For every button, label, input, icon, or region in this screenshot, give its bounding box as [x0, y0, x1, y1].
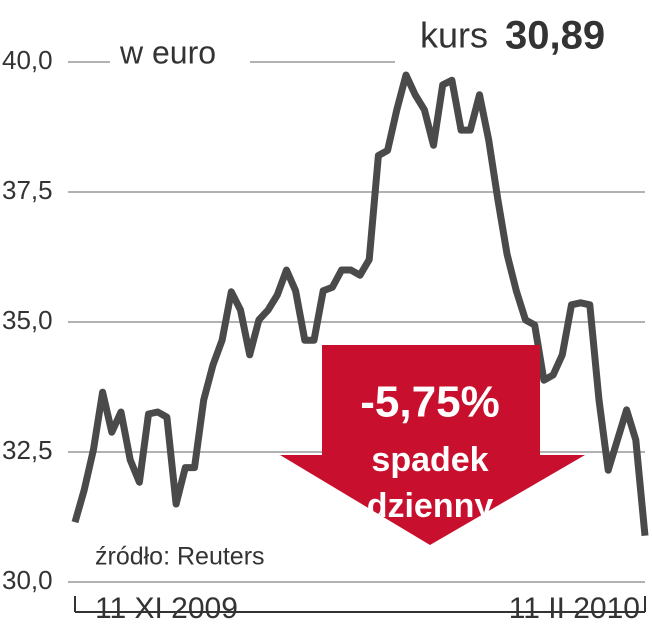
annotation-change: -5,75%	[360, 378, 499, 427]
y-tick-label: 37,5	[2, 175, 53, 205]
annotation-line: dzienny	[367, 487, 494, 525]
y-tick-label: 40,0	[2, 45, 53, 75]
annotation-line: spadek	[371, 441, 488, 479]
headline-bg	[395, 10, 652, 70]
y-tick-label: 32,5	[2, 435, 53, 465]
label-bg	[110, 36, 250, 80]
annotation-arrow	[280, 345, 585, 545]
price-line	[71, 71, 649, 537]
x-tick-label: 11 II 2010	[509, 592, 640, 625]
unit-label: w euro	[119, 34, 216, 70]
grid	[68, 61, 645, 583]
y-tick-label: 30,0	[2, 565, 53, 595]
x-tick-label: 11 XI 2009	[95, 592, 238, 625]
y-tick-label: 35,0	[2, 305, 53, 335]
headline-value: 30,89	[505, 14, 605, 58]
plot	[71, 71, 649, 537]
source: źródło: Reuters	[95, 543, 265, 571]
headline-label: kurs	[420, 15, 488, 56]
